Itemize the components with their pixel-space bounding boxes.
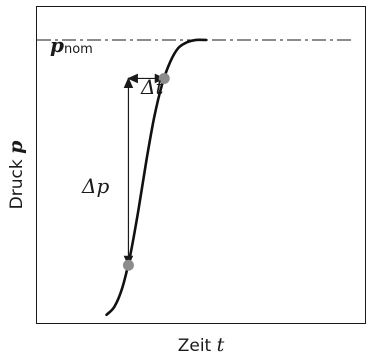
y-axis-label-symbol: p [5, 140, 27, 154]
delta-t-label: Δt [140, 75, 164, 99]
nominal-pressure-subscript: nom [64, 42, 93, 57]
x-axis-label-symbol: t [217, 334, 225, 356]
y-axis-label: Druck p [5, 140, 27, 209]
nominal-pressure-symbol: p [50, 33, 64, 57]
delta-p-arrow [123, 77, 134, 267]
pressure-curve [105, 38, 208, 317]
x-axis-label-text: Zeit [178, 336, 217, 356]
y-axis-label-text: Druck [7, 154, 27, 209]
plot-frame [36, 6, 366, 324]
x-axis-label: Zeit t [178, 334, 225, 356]
delta-p-label: Δp [81, 174, 109, 198]
nominal-pressure-label: pnom [50, 33, 93, 57]
curve-marker-start [122, 259, 134, 271]
curve-marker-end [158, 72, 170, 84]
